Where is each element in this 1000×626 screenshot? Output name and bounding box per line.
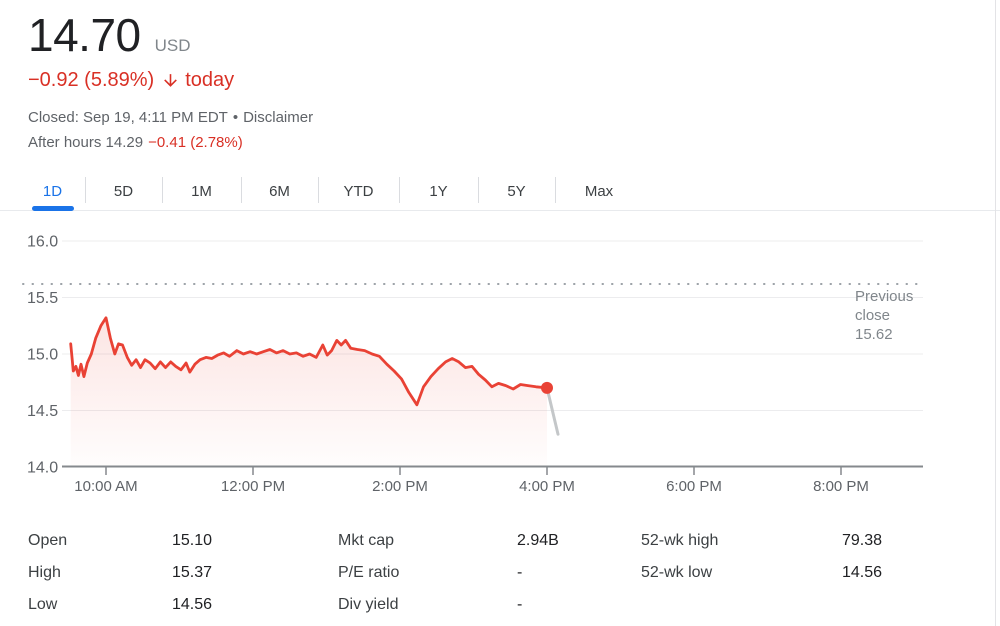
stat-52wk-high: 52-wk high 79.38 (641, 525, 882, 557)
tab-label: 5Y (507, 182, 526, 200)
stat-label: Mkt cap (338, 532, 395, 549)
stat-label: P/E ratio (338, 564, 400, 581)
svg-text:8:00 PM: 8:00 PM (813, 478, 869, 495)
tab-5y[interactable]: 5Y (478, 172, 555, 210)
svg-text:4:00 PM: 4:00 PM (519, 478, 575, 495)
svg-text:15.5: 15.5 (27, 290, 58, 307)
tab-6m[interactable]: 6M (241, 172, 318, 210)
disclaimer-link[interactable]: Disclaimer (243, 109, 314, 126)
tab-label: 1Y (429, 182, 448, 200)
tab-label: 1D (42, 182, 63, 200)
stats-column-2: Mkt cap 2.94B P/E ratio - Div yield - (338, 525, 559, 621)
tab-label: Max (584, 182, 614, 200)
stat-label: Div yield (338, 596, 399, 613)
price-change-row: −0.92 (5.89%) today (28, 67, 234, 93)
tab-label: 1M (191, 182, 212, 200)
after-hours-change: −0.41 (2.78%) (148, 134, 243, 151)
tab-1d[interactable]: 1D (20, 172, 85, 211)
svg-text:16.0: 16.0 (27, 234, 58, 251)
svg-text:6:00 PM: 6:00 PM (666, 478, 722, 495)
active-tab-underline (31, 206, 74, 211)
stat-high: High 15.37 (28, 557, 212, 589)
window-edge-line (995, 0, 996, 626)
tab-1m[interactable]: 1M (162, 172, 241, 210)
price-chart[interactable]: 10:00 AM 12:00 PM 2:00 PM 4:00 PM 6:00 PM 8:0… (0, 225, 1000, 500)
stat-value: 14.56 (842, 564, 883, 581)
tab-ytd[interactable]: YTD (318, 172, 399, 210)
svg-text:12:00 PM: 12:00 PM (221, 478, 285, 495)
stat-label: High (28, 564, 61, 581)
stat-label: 52-wk low (641, 564, 713, 581)
stats-column-1: Open 15.10 High 15.37 Low 14.56 (28, 525, 212, 621)
stock-price: 14.70 (28, 9, 141, 61)
arrow-down-icon (164, 73, 178, 87)
stat-52wk-low: 52-wk low 14.56 (641, 557, 882, 589)
stats-column-3: 52-wk high 79.38 52-wk low 14.56 (641, 525, 882, 589)
svg-text:15.0: 15.0 (27, 347, 58, 364)
tab-max[interactable]: Max (555, 172, 643, 210)
stat-open: Open 15.10 (28, 525, 212, 557)
svg-text:10:00 AM: 10:00 AM (74, 478, 137, 495)
tab-1y[interactable]: 1Y (399, 172, 478, 210)
tabbar-divider-line (0, 210, 1000, 211)
after-hours-price: After hours 14.29 (28, 134, 144, 151)
previous-close-annotation: Previous close 15.62 (855, 287, 931, 344)
market-status-row: Closed: Sep 19, 4:11 PM EDT • Disclaimer (28, 108, 313, 127)
stat-mkt-cap: Mkt cap 2.94B (338, 525, 559, 557)
tab-label: YTD (343, 182, 374, 200)
tab-5d[interactable]: 5D (85, 172, 162, 210)
previous-close-value: 15.62 (855, 326, 893, 343)
stat-value: 15.37 (172, 564, 213, 581)
stat-value: 2.94B (517, 532, 559, 549)
price-change: −0.92 (5.89%) (28, 69, 155, 91)
svg-text:14.5: 14.5 (27, 403, 58, 420)
stat-label: 52-wk high (641, 532, 719, 549)
stat-value: 14.56 (172, 596, 213, 613)
stat-label: Low (28, 596, 58, 613)
svg-text:14.0: 14.0 (27, 460, 58, 477)
stat-value: 15.10 (172, 532, 213, 549)
after-hours-row: After hours 14.29 −0.41 (2.78%) (28, 133, 243, 152)
svg-text:2:00 PM: 2:00 PM (372, 478, 428, 495)
stat-value: - (517, 596, 523, 613)
stat-value: - (517, 564, 523, 581)
tab-label: 6M (269, 182, 290, 200)
stat-div-yield: Div yield - (338, 589, 559, 621)
stat-label: Open (28, 532, 68, 549)
price-row: 14.70 USD (28, 8, 191, 62)
range-tab-bar: 1D 5D 1M 6M YTD 1Y 5Y Max (20, 172, 643, 211)
bullet-separator: • (232, 109, 239, 126)
stat-low: Low 14.56 (28, 589, 212, 621)
market-status: Closed: Sep 19, 4:11 PM EDT (28, 109, 228, 126)
currency-label: USD (154, 36, 191, 55)
change-period-label: today (185, 69, 235, 91)
stat-pe-ratio: P/E ratio - (338, 557, 559, 589)
tab-label: 5D (113, 182, 134, 200)
previous-close-label: Previous close (855, 288, 914, 324)
stat-value: 79.38 (842, 532, 883, 549)
